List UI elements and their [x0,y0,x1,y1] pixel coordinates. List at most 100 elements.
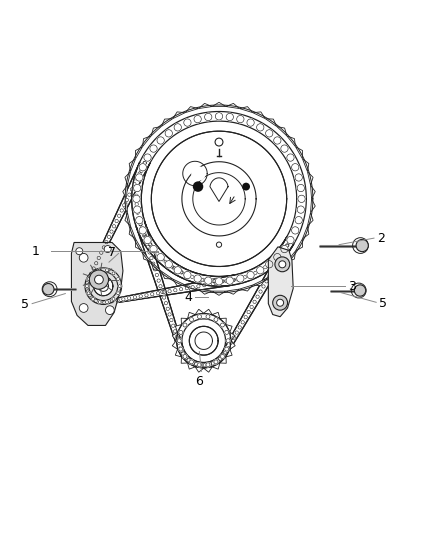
Circle shape [149,243,152,246]
Circle shape [281,245,288,253]
Circle shape [144,239,148,243]
Polygon shape [129,159,136,172]
Polygon shape [175,349,181,357]
Circle shape [281,250,284,254]
Polygon shape [212,312,220,319]
Circle shape [198,363,201,367]
Polygon shape [185,107,198,112]
Circle shape [272,259,276,262]
Circle shape [118,285,121,288]
Circle shape [195,277,199,280]
Circle shape [86,290,89,293]
Circle shape [143,233,146,237]
Circle shape [222,353,226,356]
Polygon shape [277,126,287,136]
Polygon shape [187,312,195,319]
Circle shape [141,228,144,231]
Circle shape [289,239,292,242]
Circle shape [143,161,146,165]
Circle shape [194,116,201,123]
Polygon shape [123,185,127,199]
Polygon shape [204,309,212,314]
Circle shape [283,249,286,252]
Circle shape [167,263,170,266]
Polygon shape [230,332,235,341]
Circle shape [292,164,299,171]
Circle shape [247,274,250,278]
Circle shape [214,360,217,364]
Circle shape [221,280,224,283]
Circle shape [190,318,194,321]
Circle shape [206,314,210,319]
Circle shape [215,138,223,146]
Circle shape [116,298,119,302]
Circle shape [277,299,284,306]
Polygon shape [226,325,232,332]
Polygon shape [265,271,277,279]
Circle shape [143,161,146,165]
Circle shape [184,271,191,279]
Polygon shape [198,103,212,109]
Circle shape [194,275,201,282]
Polygon shape [151,126,161,136]
Circle shape [150,245,157,253]
Circle shape [180,271,183,274]
Polygon shape [220,318,226,325]
Circle shape [141,228,144,231]
Circle shape [177,339,181,343]
Polygon shape [123,199,127,213]
Text: 5: 5 [21,298,29,311]
Circle shape [187,274,191,277]
Text: 6: 6 [195,375,203,388]
Circle shape [88,294,92,297]
Circle shape [76,248,83,255]
Circle shape [164,260,167,263]
Circle shape [85,281,89,285]
Circle shape [172,324,175,327]
Circle shape [122,297,125,301]
Circle shape [229,279,232,282]
Circle shape [148,251,151,254]
Polygon shape [129,226,136,239]
Polygon shape [135,147,142,159]
Circle shape [156,292,160,295]
Circle shape [170,265,173,268]
Circle shape [247,271,254,279]
Circle shape [102,301,106,304]
Circle shape [205,277,212,284]
Circle shape [204,279,207,282]
Circle shape [92,272,95,275]
Polygon shape [161,271,173,279]
Polygon shape [142,136,151,147]
Circle shape [155,273,159,277]
Circle shape [225,330,229,334]
Circle shape [287,154,294,161]
Circle shape [264,265,267,269]
Circle shape [102,246,106,249]
Circle shape [221,280,224,283]
Circle shape [97,256,100,260]
Polygon shape [296,147,303,159]
Polygon shape [302,159,309,172]
Circle shape [237,275,244,282]
Polygon shape [135,239,142,251]
Circle shape [145,294,148,297]
Circle shape [79,253,88,262]
Circle shape [180,271,183,274]
Polygon shape [172,341,177,349]
Circle shape [287,241,291,244]
Circle shape [193,181,203,192]
Circle shape [87,292,90,295]
Circle shape [162,296,166,299]
Polygon shape [253,279,265,286]
Circle shape [181,352,184,355]
Circle shape [205,279,208,282]
Circle shape [175,335,179,338]
Circle shape [135,177,139,181]
Circle shape [215,112,223,120]
Circle shape [138,172,141,175]
Circle shape [191,286,194,289]
Circle shape [146,245,149,248]
Circle shape [173,330,177,333]
Circle shape [187,358,190,361]
